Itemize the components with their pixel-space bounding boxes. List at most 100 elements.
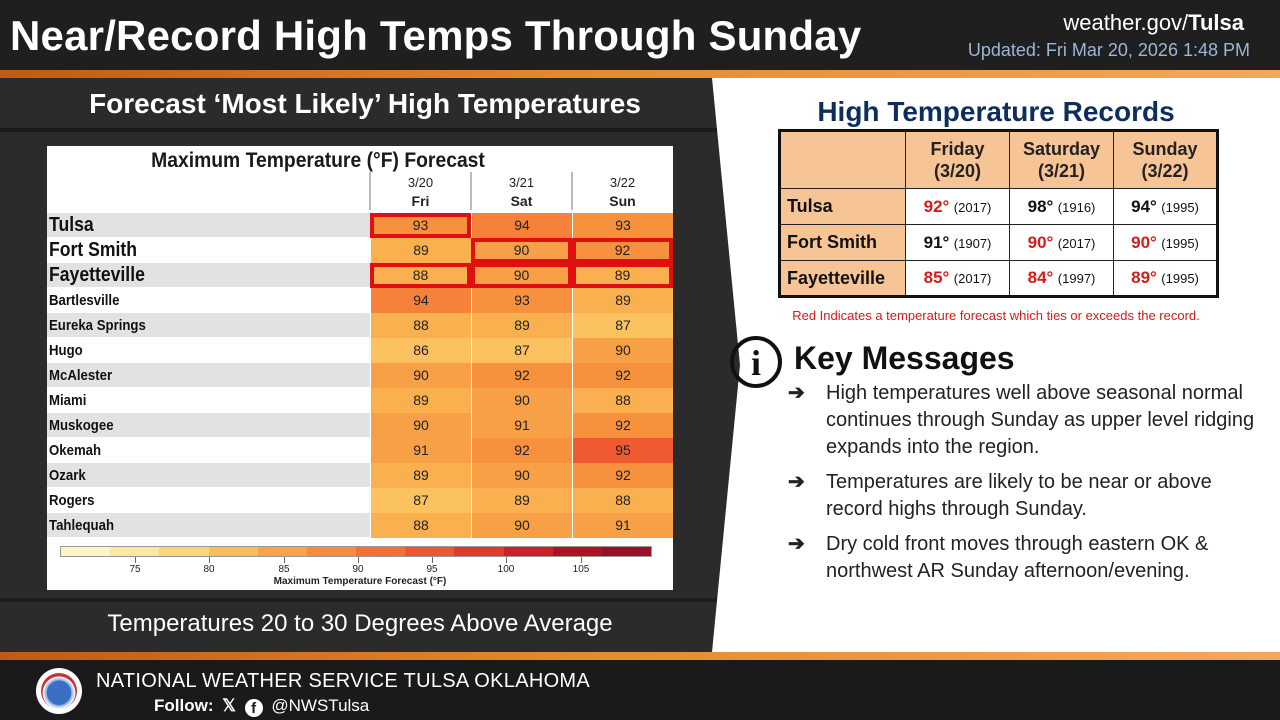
records-col-header: Sunday (3/22) xyxy=(1113,130,1218,189)
forecast-cell: 95 xyxy=(572,438,673,463)
forecast-city: Eureka Springs xyxy=(49,317,146,334)
legend-label: 80 xyxy=(203,564,215,575)
legend-label: 100 xyxy=(497,564,515,575)
legend-swatch xyxy=(356,547,406,556)
records-city: Tulsa xyxy=(779,188,906,225)
legend-swatch xyxy=(208,547,258,556)
record-cell: 98° (1916) xyxy=(1009,188,1114,225)
temperature-anomaly-caption: Temperatures 20 to 30 Degrees Above Aver… xyxy=(107,610,613,637)
forecast-city: Tahlequah xyxy=(49,517,115,534)
forecast-city: Fort Smith xyxy=(49,239,137,261)
legend-swatch xyxy=(601,547,652,556)
key-message: ➔ High temperatures well above seasonal … xyxy=(788,382,1255,458)
forecast-cell: 93 xyxy=(572,213,673,238)
forecast-day-header: 3/20 Fri xyxy=(407,175,434,209)
legend-swatch xyxy=(503,547,553,556)
forecast-cell: 93 xyxy=(370,213,471,238)
records-row: Fort Smith 91° (1907) 90° (2017) 90° (19… xyxy=(779,224,1218,261)
legend-label: 90 xyxy=(352,564,364,575)
forecast-cell: 93 xyxy=(471,288,572,313)
key-messages-title: Key Messages xyxy=(794,340,1015,376)
arrow-icon: ➔ xyxy=(788,382,805,404)
forecast-cell: 92 xyxy=(572,413,673,438)
legend-tick xyxy=(506,557,507,563)
forecast-cell: 89 xyxy=(572,288,673,313)
forecast-cell: 91 xyxy=(471,413,572,438)
forecast-table: Maximum Temperature (°F) Forecast 3/20 Fr… xyxy=(47,146,673,590)
legend-tick xyxy=(432,557,433,563)
forecast-cell: 89 xyxy=(471,488,572,513)
nws-logo-icon xyxy=(36,668,82,714)
forecast-cell: 86 xyxy=(370,338,471,363)
divider xyxy=(0,598,720,602)
forecast-cell: 91 xyxy=(370,438,471,463)
forecast-row: Fayetteville 88 90 89 xyxy=(47,263,673,288)
forecast-city: Okemah xyxy=(49,442,102,459)
forecast-cell: 88 xyxy=(370,313,471,338)
column-separator xyxy=(470,172,472,210)
legend-tick xyxy=(581,557,582,563)
website-link[interactable]: weather.gov/Tulsa xyxy=(1063,10,1244,36)
x-icon[interactable]: 𝕏 xyxy=(222,696,236,715)
follow-label: Follow: xyxy=(154,696,214,715)
legend-label: 75 xyxy=(129,564,141,575)
records-col-header: Saturday (3/21) xyxy=(1009,130,1114,189)
social-handle[interactable]: @NWSTulsa xyxy=(271,696,370,715)
forecast-cell: 91 xyxy=(572,513,673,538)
forecast-cell: 94 xyxy=(471,213,572,238)
forecast-cell: 90 xyxy=(471,238,572,263)
forecast-cell: 89 xyxy=(370,388,471,413)
legend-swatch xyxy=(110,547,160,556)
forecast-row: Rogers 87 89 88 xyxy=(47,488,673,513)
legend-tick xyxy=(135,557,136,563)
forecast-city: Ozark xyxy=(49,467,86,484)
facebook-icon[interactable]: f xyxy=(244,699,263,717)
legend-title: Maximum Temperature Forecast (°F) xyxy=(273,576,447,587)
forecast-city: Tulsa xyxy=(49,214,94,236)
forecast-city: Miami xyxy=(49,392,87,409)
forecast-day-header: 3/21 Sat xyxy=(508,175,535,209)
forecast-row: Bartlesville 94 93 89 xyxy=(47,288,673,313)
forecast-cell: 88 xyxy=(370,263,471,288)
arrow-icon: ➔ xyxy=(788,533,805,555)
records-col-header: Friday (3/20) xyxy=(905,130,1010,189)
forecast-cell: 92 xyxy=(572,238,673,263)
legend-tick xyxy=(284,557,285,563)
record-cell: 90° (1995) xyxy=(1113,224,1218,261)
forecast-cell: 89 xyxy=(370,238,471,263)
forecast-city: Rogers xyxy=(49,492,95,509)
social-follow: Follow: 𝕏 f @NWSTulsa xyxy=(154,696,369,717)
record-cell: 89° (1995) xyxy=(1113,260,1218,297)
forecast-row: Okemah 91 92 95 xyxy=(47,438,673,463)
forecast-cell: 89 xyxy=(471,313,572,338)
legend-swatch xyxy=(159,547,209,556)
divider xyxy=(0,128,720,132)
legend-swatch xyxy=(552,547,602,556)
record-cell: 90° (2017) xyxy=(1009,224,1114,261)
forecast-row: Hugo 86 87 90 xyxy=(47,338,673,363)
forecast-cell: 94 xyxy=(370,288,471,313)
header-divider xyxy=(0,70,1280,78)
forecast-cell: 92 xyxy=(572,363,673,388)
page-title: Near/Record High Temps Through Sunday xyxy=(10,12,862,59)
legend-colorbar xyxy=(60,546,652,557)
forecast-cell: 89 xyxy=(572,263,673,288)
forecast-cell: 90 xyxy=(471,388,572,413)
legend-label: 95 xyxy=(426,564,438,575)
updated-timestamp: Updated: Fri Mar 20, 2026 1:48 PM xyxy=(967,40,1250,60)
forecast-row: Muskogee 90 91 92 xyxy=(47,413,673,438)
records-row: Tulsa 92° (2017) 98° (1916) 94° (1995) xyxy=(779,188,1218,225)
records-note: Red Indicates a temperature forecast whi… xyxy=(792,308,1200,323)
forecast-cell: 88 xyxy=(572,388,673,413)
footer xyxy=(0,660,1280,720)
organization-name: NATIONAL WEATHER SERVICE TULSA OKLAHOMA xyxy=(96,670,591,692)
forecast-cell: 87 xyxy=(370,488,471,513)
forecast-cell: 92 xyxy=(572,463,673,488)
records-city: Fayetteville xyxy=(779,260,906,297)
info-icon: i xyxy=(730,336,782,388)
forecast-city: Fayetteville xyxy=(49,264,145,286)
legend-swatch xyxy=(257,547,307,556)
forecast-cell: 87 xyxy=(471,338,572,363)
record-cell: 94° (1995) xyxy=(1113,188,1218,225)
